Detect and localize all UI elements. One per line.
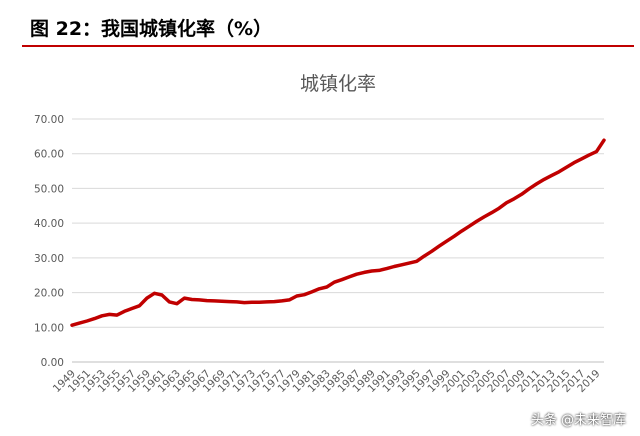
chart-title: 城镇化率 (300, 73, 376, 95)
series-line (70, 138, 606, 327)
y-tick-label: 30.00 (34, 253, 64, 265)
watermark: 头条 @未来智库 (530, 413, 626, 428)
chart-area: 城镇化率 0.00 10.00 20.00 30.00 40.00 50.00 60.00 70… (0, 48, 640, 436)
y-tick-label: 40.00 (34, 218, 64, 230)
caption-divider (22, 45, 634, 47)
line-chart: 城镇化率 0.00 10.00 20.00 30.00 40.00 50.00 60.00 70… (34, 73, 606, 395)
y-tick-label: 70.00 (34, 114, 64, 126)
y-tick-label: 10.00 (34, 322, 64, 334)
y-tick-label: 20.00 (34, 288, 64, 300)
y-tick-label: 0.00 (41, 357, 64, 369)
y-tick-label: 60.00 (34, 149, 64, 161)
y-tick-label: 50.00 (34, 183, 64, 195)
figure-header: 图 22：我国城镇化率（%） (0, 0, 640, 48)
figure-caption: 图 22：我国城镇化率（%） (30, 18, 273, 40)
